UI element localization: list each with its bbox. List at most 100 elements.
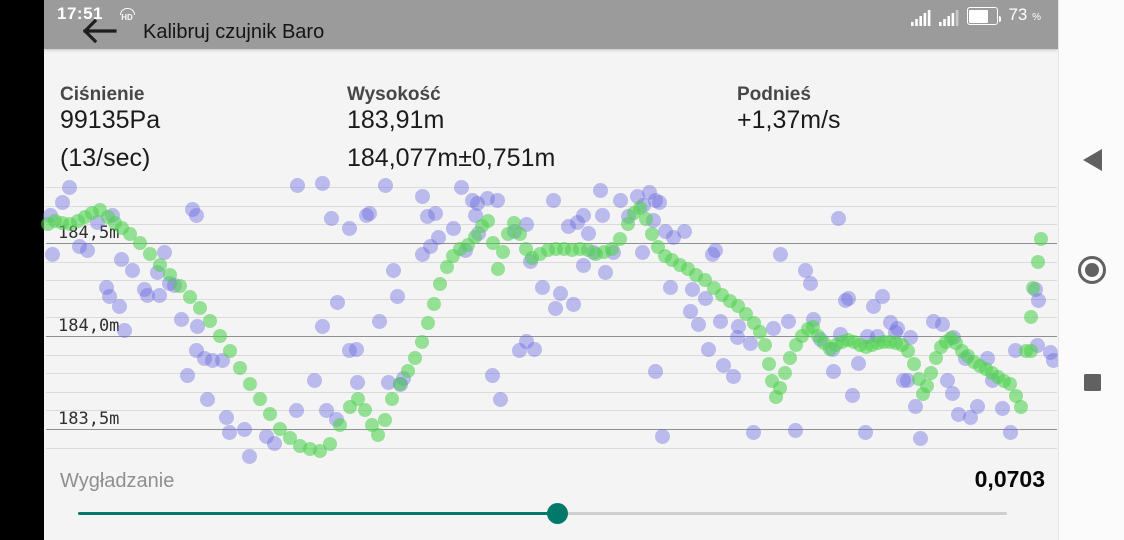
raw-sample-dot — [484, 367, 500, 383]
smoothed-dot — [273, 422, 287, 436]
raw-sample-dot — [124, 263, 140, 279]
raw-sample-dot — [912, 430, 928, 446]
pressure-value: 99135Pa — [60, 106, 161, 134]
raw-sample-dot — [545, 192, 561, 208]
status-time: 17:51 — [57, 4, 103, 23]
gridline-minor — [46, 224, 1057, 226]
smoothing-value: 0,0703 — [974, 466, 1045, 492]
app-bar: 17:51 HD 73 % — [44, 0, 1058, 49]
smoothing-label: Wygładzanie — [60, 470, 175, 492]
nav-back-button[interactable] — [1059, 138, 1124, 182]
raw-sample-dot — [850, 356, 866, 372]
smoothed-dot — [783, 351, 797, 366]
smoothed-dot — [333, 418, 347, 433]
raw-sample-dot — [422, 239, 438, 255]
raw-sample-dot — [467, 207, 483, 223]
raw-sample-dot — [944, 386, 960, 402]
smoothed-dot — [163, 267, 177, 282]
gridline-minor — [46, 205, 1057, 207]
smoothed-dot — [351, 392, 365, 407]
raw-sample-dot — [780, 313, 796, 329]
slider-track-remaining[interactable] — [557, 512, 1007, 515]
raw-sample-dot — [389, 289, 405, 305]
raw-sample-dot — [348, 341, 364, 357]
slider-track-filled[interactable] — [78, 512, 557, 515]
raw-sample-dot — [306, 373, 322, 389]
recents-square-icon — [1083, 373, 1101, 391]
smoothed-dot — [183, 289, 197, 304]
raw-sample-dot — [341, 343, 357, 359]
raw-sample-dot — [258, 428, 274, 444]
raw-sample-dot — [874, 289, 890, 305]
smoothed-dot — [486, 235, 500, 250]
smoothed-dot — [1031, 254, 1045, 269]
smoothed-dot — [358, 403, 372, 418]
raw-sample-dot — [349, 375, 365, 390]
pressure-rate: (13/sec) — [60, 144, 151, 172]
raw-sample-dot — [676, 224, 692, 240]
gridline-minor — [46, 317, 1057, 319]
smoothed-dot — [920, 379, 934, 394]
smoothed-dot — [1026, 280, 1040, 295]
page-title: Kalibruj czujnik Baro — [143, 21, 325, 43]
smoothed-dot — [762, 356, 776, 371]
raw-sample-dot — [111, 298, 127, 314]
raw-sample-dot — [156, 244, 172, 260]
raw-sample-dot — [361, 205, 377, 221]
raw-sample-dot — [445, 220, 461, 236]
smoothed-dot — [323, 436, 337, 451]
raw-sample-dot — [745, 425, 761, 441]
raw-sample-dot — [204, 352, 220, 368]
raw-sample-dot — [139, 287, 155, 303]
smoothed-dot — [924, 366, 938, 381]
raw-sample-dot — [889, 321, 905, 336]
gridline-minor — [46, 261, 1057, 263]
raw-sample-dot — [221, 425, 237, 441]
slider-thumb[interactable] — [547, 503, 568, 524]
raw-sample-dot — [419, 209, 435, 225]
nav-recents-button[interactable] — [1059, 360, 1124, 404]
smoothed-dot — [153, 258, 167, 273]
raw-sample-dot — [969, 399, 985, 415]
smoothed-dot — [193, 301, 207, 316]
smoothed-dot — [123, 226, 137, 241]
raw-sample-dot — [1007, 343, 1023, 359]
raw-sample-dot — [742, 335, 758, 351]
raw-sample-dot — [1045, 352, 1061, 368]
raw-sample-dot — [377, 177, 393, 193]
raw-sample-dot — [453, 179, 469, 195]
smoothed-dot — [415, 334, 429, 349]
raw-sample-dot — [184, 202, 200, 217]
raw-sample-dot — [241, 449, 257, 465]
smoothed-dot — [427, 297, 441, 312]
smoothed-dot — [378, 412, 392, 427]
smoothed-dot — [645, 226, 659, 241]
smoothed-dot — [1034, 232, 1048, 247]
raw-sample-dot — [179, 367, 195, 383]
battery-percent: 73 % — [1008, 5, 1041, 24]
raw-sample-dot — [575, 207, 591, 223]
raw-sample-dot — [323, 211, 339, 227]
raw-sample-dot — [857, 425, 873, 441]
gridline-minor — [46, 280, 1057, 282]
raw-sample-dot — [730, 319, 746, 335]
gridline-minor — [46, 447, 1057, 449]
raw-sample-dot — [188, 343, 204, 359]
raw-sample-dot — [962, 410, 978, 426]
nav-home-button[interactable] — [1059, 248, 1124, 292]
raw-sample-dot — [136, 282, 152, 297]
raw-sample-dot — [189, 319, 205, 335]
battery-fill — [969, 9, 988, 23]
raw-sample-dot — [188, 207, 204, 223]
smoothed-dot — [371, 427, 385, 442]
smoothed-dot — [213, 329, 227, 343]
raw-sample-dot — [840, 291, 856, 307]
raw-sample-dot — [101, 289, 117, 305]
smoothed-dot — [507, 215, 521, 230]
back-button[interactable] — [78, 17, 122, 47]
smoothed-dot — [907, 356, 921, 371]
raw-sample-dot — [697, 291, 713, 307]
smoothed-dot — [143, 247, 157, 262]
raw-sample-dot — [371, 313, 387, 329]
raw-sample-dot — [173, 311, 189, 327]
